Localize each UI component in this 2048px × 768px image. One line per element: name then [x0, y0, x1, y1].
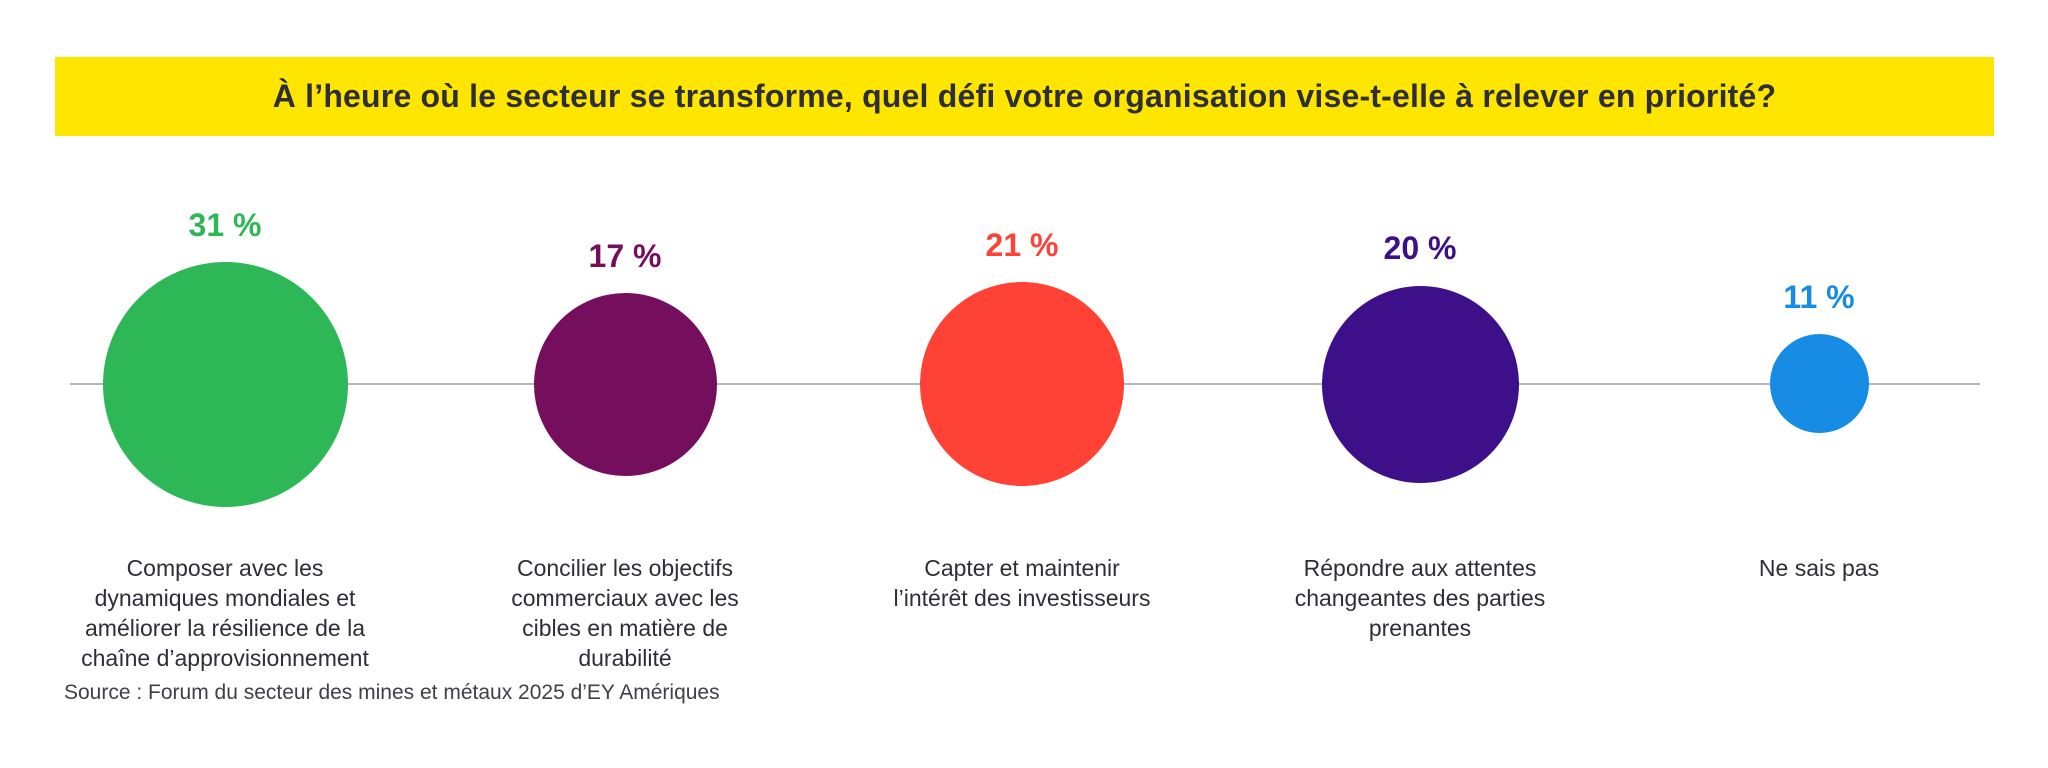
value-label: 31 % [188, 207, 262, 243]
bubble-circle-dont-know [1770, 334, 1869, 433]
category-label: Ne sais pas [1758, 555, 1880, 581]
source-note: Source : Forum du secteur des mines et m… [64, 681, 720, 704]
question-banner: À l’heure où le secteur se transforme, q… [55, 57, 1994, 136]
category-label: Répondre aux attentes changeantes des pa… [1294, 555, 1546, 641]
value-label: 21 % [985, 227, 1059, 263]
value-label: 11 % [1783, 279, 1855, 315]
category-label: Composer avec les dynamiques mondiales e… [81, 555, 369, 671]
bubble-circle-investors [920, 282, 1124, 486]
question-title: À l’heure où le secteur se transforme, q… [272, 78, 1777, 114]
bubble-circle-stakeholders [1322, 286, 1519, 483]
bubble-circle-supply-chain [103, 262, 348, 507]
category-label: Concilier les objectifs commerciaux avec… [511, 555, 739, 671]
bubble-circle-sustainability [534, 293, 717, 476]
category-label: Capter et maintenir l’intérêt des invest… [893, 555, 1151, 611]
value-label: 20 % [1383, 230, 1457, 266]
value-label: 17 % [588, 238, 662, 274]
